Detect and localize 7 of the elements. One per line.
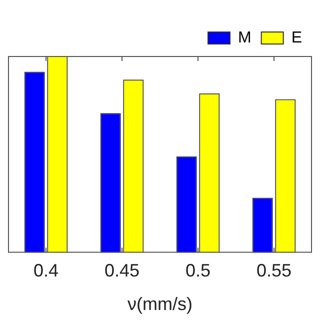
legend-label: M (238, 29, 252, 46)
legend-label: E (291, 29, 302, 46)
x-tick-label: 0.45 (104, 260, 140, 281)
x-tick-label: 0.4 (33, 260, 59, 281)
x-axis-title: ν(mm/s) (128, 294, 192, 314)
x-tick-label: 0.5 (185, 260, 211, 281)
x-tick-label: 0.55 (256, 260, 292, 281)
